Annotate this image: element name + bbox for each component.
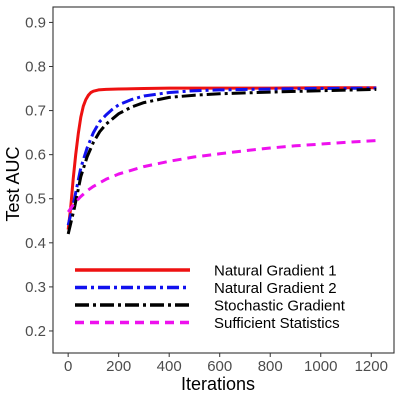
x-tick-label: 1000 bbox=[304, 358, 337, 375]
x-tick-label: 0 bbox=[64, 358, 72, 375]
legend-label-1: Natural Gradient 1 bbox=[214, 263, 337, 280]
y-tick-label: 0.6 bbox=[25, 147, 46, 164]
y-tick-label: 0.7 bbox=[25, 103, 46, 120]
series-line-1 bbox=[66, 86, 377, 230]
x-axis-ticks: 0 200 400 600 800 1000 1200 bbox=[64, 353, 388, 375]
legend-label-3: Stochastic Gradient bbox=[214, 298, 346, 315]
legend-label-4: Sufficient Statistics bbox=[214, 315, 340, 332]
x-tick-label: 200 bbox=[106, 358, 131, 375]
x-tick-label: 400 bbox=[157, 358, 182, 375]
y-tick-label: 0.5 bbox=[25, 191, 46, 208]
series-line-3 bbox=[66, 87, 377, 235]
y-tick-label: 0.4 bbox=[25, 235, 46, 252]
x-tick-label: 1200 bbox=[355, 358, 388, 375]
plot-panel-border bbox=[52, 6, 395, 354]
y-tick-label: 0.2 bbox=[25, 323, 46, 340]
y-axis-ticks: 0.2 0.3 0.4 0.5 0.6 0.7 0.8 0.9 bbox=[25, 14, 53, 340]
y-axis-label: Test AUC bbox=[3, 146, 23, 221]
y-tick-label: 0.3 bbox=[25, 279, 46, 296]
x-tick-label: 600 bbox=[207, 358, 232, 375]
legend-label-2: Natural Gradient 2 bbox=[214, 280, 337, 297]
y-tick-label: 0.9 bbox=[25, 14, 46, 31]
series-lines bbox=[66, 86, 377, 235]
series-line-2 bbox=[66, 86, 377, 226]
x-tick-label: 800 bbox=[258, 358, 283, 375]
y-tick-label: 0.8 bbox=[25, 59, 46, 76]
x-axis-label: Iterations bbox=[181, 374, 255, 394]
